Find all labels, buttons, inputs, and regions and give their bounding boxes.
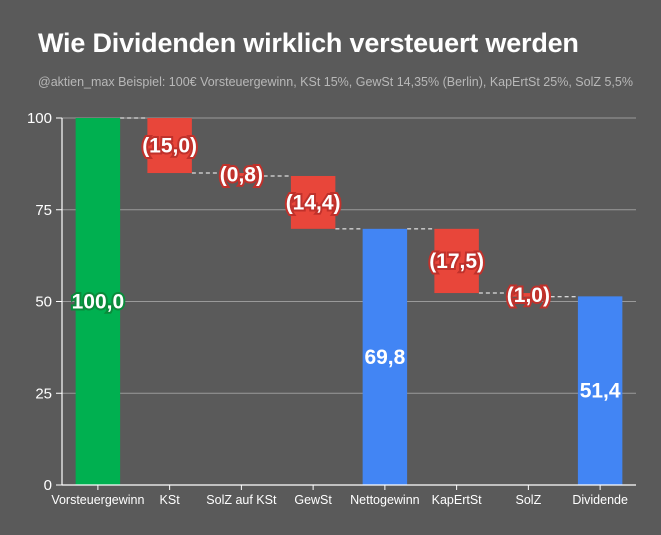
chart-subtitle: @aktien_max Beispiel: 100€ Vorsteuergewi… — [38, 75, 633, 89]
axes — [56, 117, 636, 490]
bar-gewst — [290, 175, 336, 229]
bar-kapertst — [434, 228, 479, 294]
bar-solz-auf-kst — [219, 173, 264, 176]
data-label: 69,8 — [364, 346, 405, 369]
x-tick-label: GewSt — [294, 493, 332, 507]
connectors — [120, 117, 578, 298]
data-label: (0,8) — [220, 164, 263, 187]
bar-vorsteuergewinn — [75, 118, 121, 485]
x-tick-label: KapErtSt — [432, 493, 483, 507]
y-tick-label: 50 — [35, 294, 52, 311]
bars — [75, 118, 623, 486]
data-label: 51,4 — [580, 380, 621, 403]
bar-nettogewinn — [362, 228, 408, 486]
y-axis-tick-labels: 0 25 50 75 100 — [27, 110, 52, 494]
y-tick-label: 0 — [44, 477, 52, 494]
x-axis-tick-labels: Vorsteuergewinn KSt SolZ auf KSt GewSt Netto… — [51, 493, 628, 507]
bar-dividende — [577, 296, 623, 485]
y-tick-label: 100 — [27, 110, 52, 127]
data-label: 100,0 — [72, 291, 125, 314]
x-tick-label: Vorsteuergewinn — [51, 493, 144, 507]
x-tick-label: SolZ — [516, 493, 542, 507]
chart-title: Wie Dividenden wirklich versteuert werde… — [38, 28, 579, 58]
x-tick-label: KSt — [160, 493, 181, 507]
bar-solz — [506, 293, 551, 297]
data-labels: 100,0 (15,0) (0,8) (14,4) 69,8 (17,5) (1,0) 51,… — [70, 133, 621, 403]
data-label: (15,0) — [142, 135, 197, 158]
data-label: (14,4) — [286, 191, 341, 214]
y-tick-label: 25 — [35, 385, 52, 402]
data-label: (17,5) — [429, 250, 484, 273]
y-tick-label: 75 — [35, 202, 52, 219]
x-tick-label: Nettogewinn — [350, 493, 420, 507]
bar-kst — [147, 118, 192, 174]
x-tick-label: Dividende — [572, 493, 628, 507]
x-tick-label: SolZ auf KSt — [206, 493, 277, 507]
data-label: (1,0) — [507, 284, 550, 307]
